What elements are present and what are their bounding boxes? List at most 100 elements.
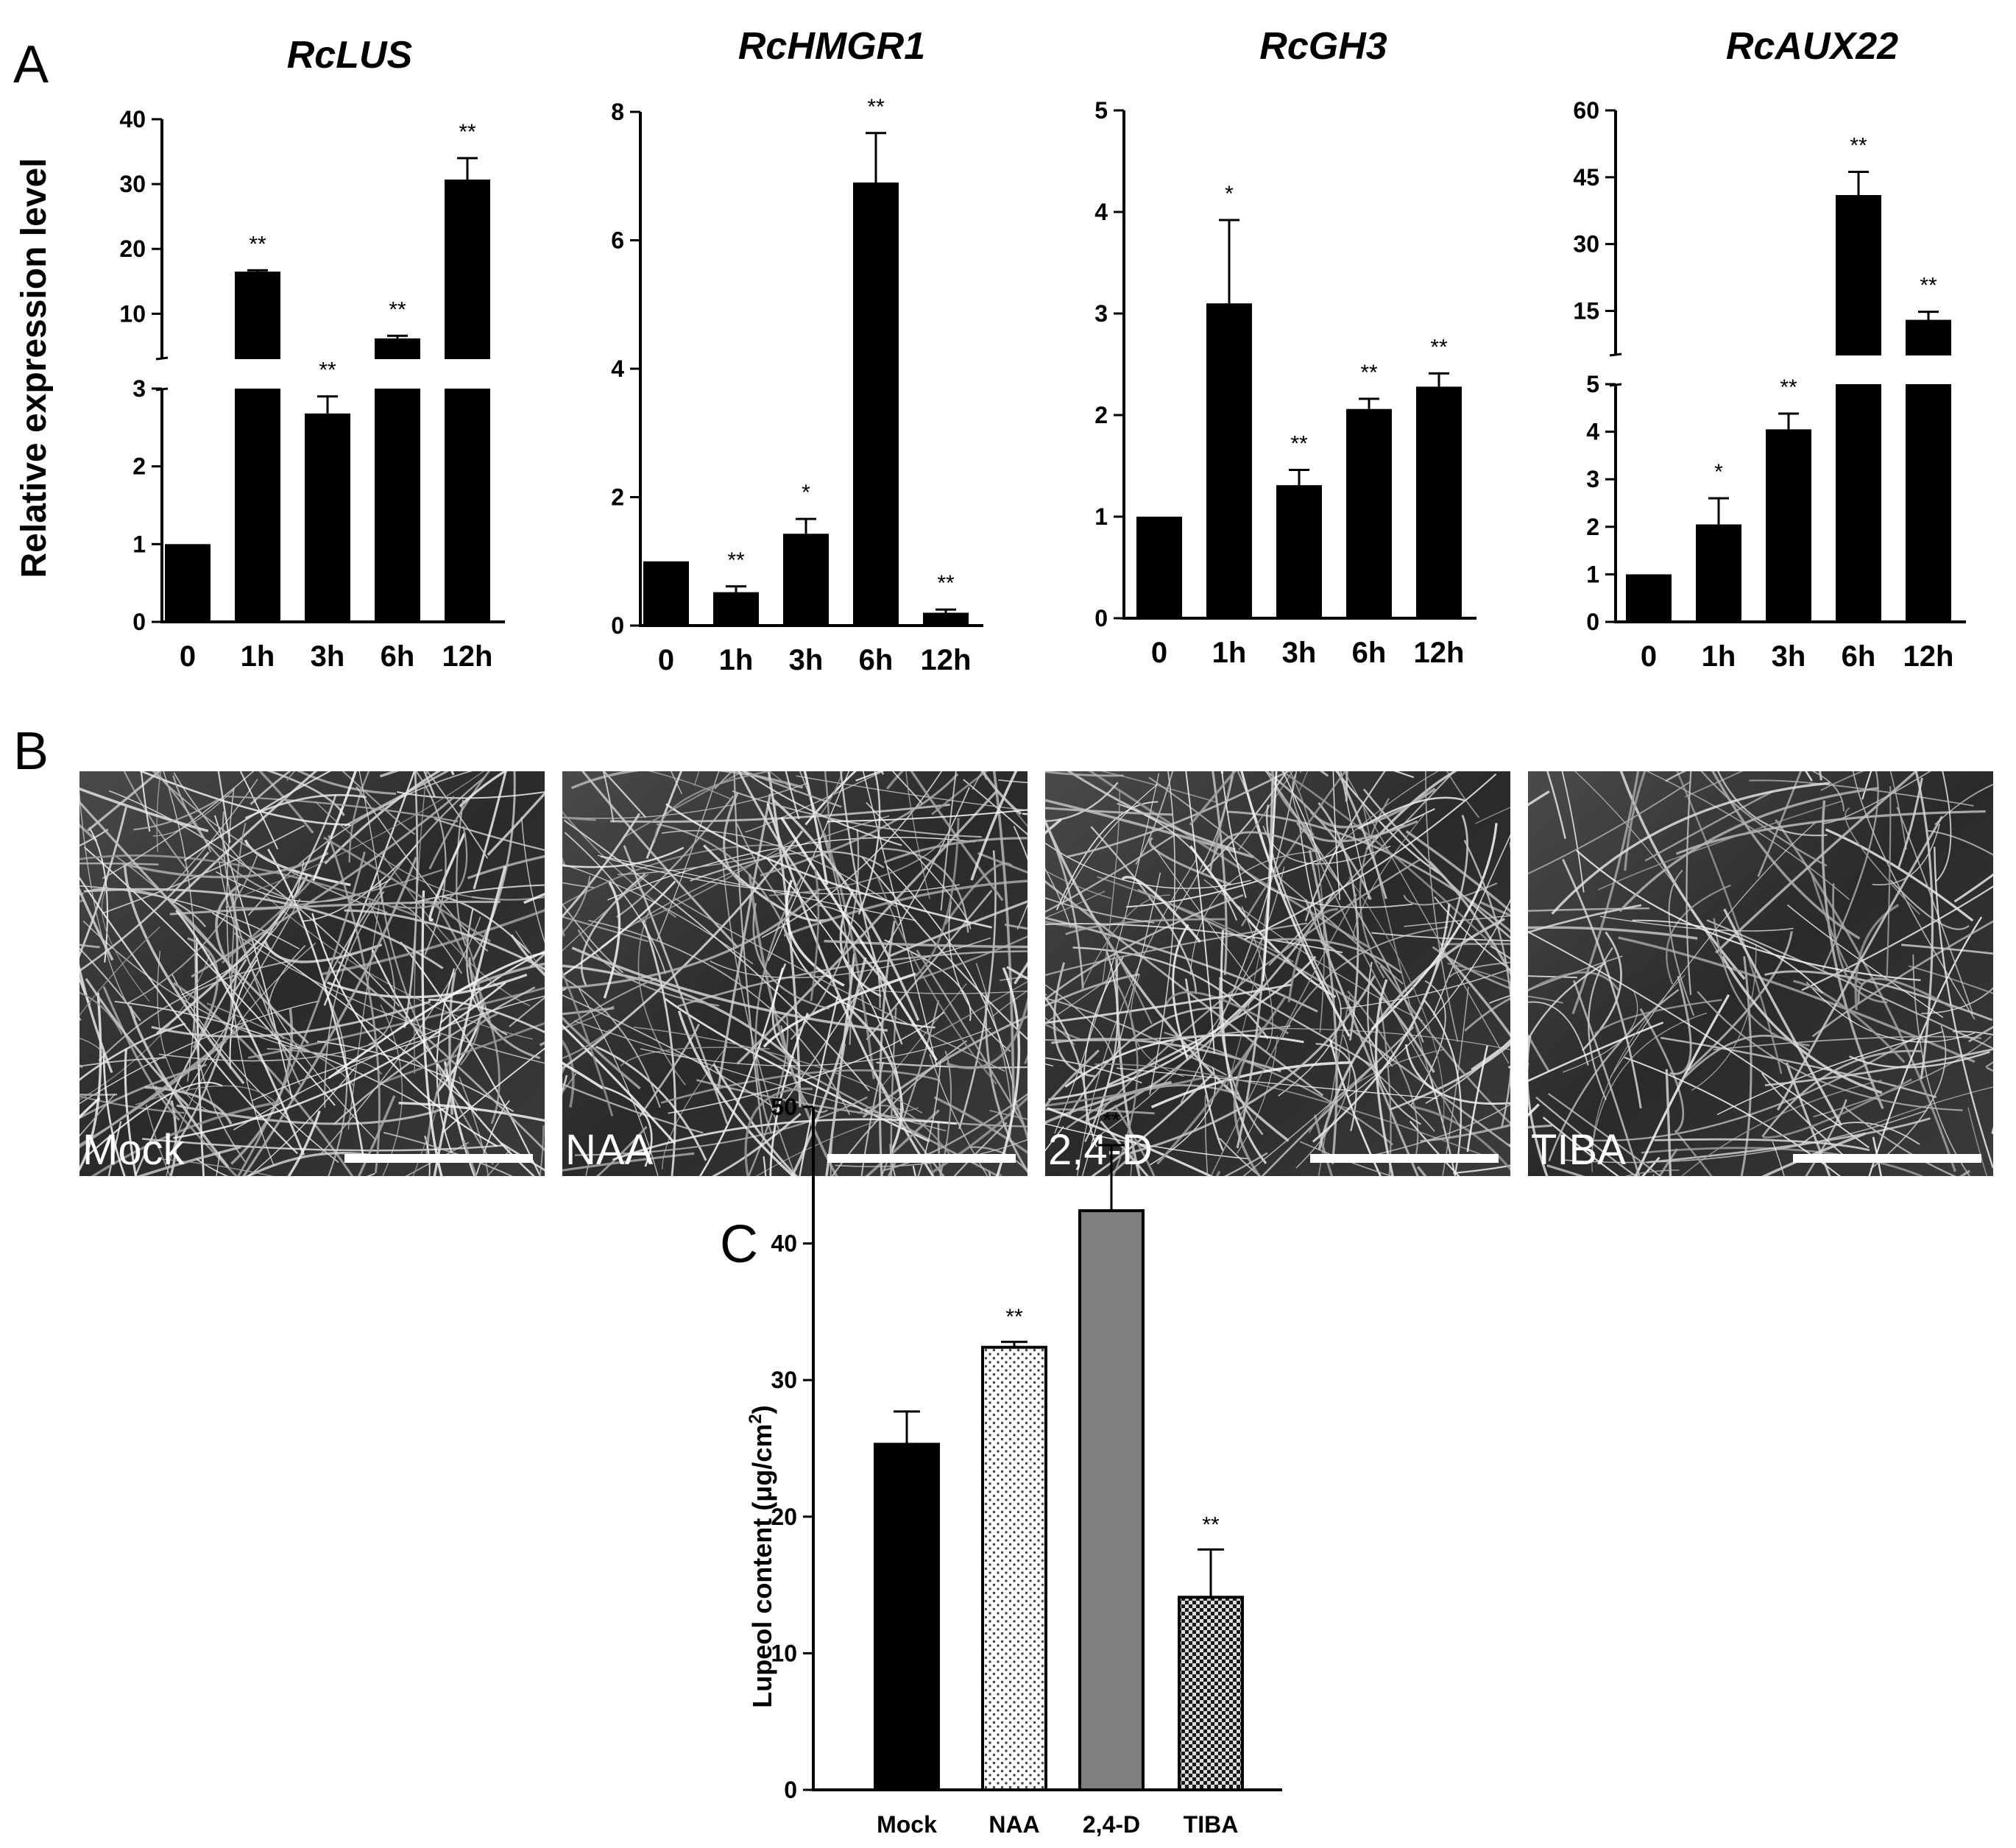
fiber-strand bbox=[642, 918, 676, 1176]
fiber-strand bbox=[1646, 771, 1850, 900]
fiber-strand bbox=[623, 771, 745, 839]
fiber-strand bbox=[1228, 810, 1510, 933]
y-tick-label: 60 bbox=[1573, 97, 1599, 124]
bar bbox=[874, 1442, 940, 1791]
fiber-strand bbox=[633, 1027, 923, 1114]
x-tick-label: NAA bbox=[988, 1811, 1039, 1838]
fiber-strand bbox=[562, 1152, 695, 1172]
fiber-strand bbox=[426, 771, 489, 859]
x-tick-label: 6h bbox=[1352, 637, 1387, 669]
fiber-strand bbox=[940, 771, 957, 911]
fiber-strand bbox=[1047, 1107, 1214, 1176]
y-tick-label: 0 bbox=[784, 1777, 797, 1803]
fiber-strand bbox=[1045, 842, 1251, 889]
fiber-strand bbox=[327, 973, 528, 999]
y-tick-label: 10 bbox=[771, 1640, 797, 1666]
bar bbox=[1206, 303, 1252, 618]
bar bbox=[923, 612, 969, 626]
bar bbox=[853, 182, 899, 626]
fiber-strand bbox=[145, 1104, 171, 1176]
fiber-strand bbox=[1889, 771, 1907, 850]
fiber-strand bbox=[913, 818, 960, 978]
fiber-strand bbox=[157, 951, 211, 1113]
x-tick-label: 12h bbox=[921, 644, 972, 676]
fiber-strand bbox=[752, 902, 830, 1010]
fiber-strand bbox=[459, 771, 508, 807]
fiber-strand bbox=[79, 992, 102, 1172]
fiber-strand bbox=[1991, 1126, 1993, 1134]
fiber-strand bbox=[1148, 776, 1404, 985]
fiber-strand bbox=[562, 1016, 641, 1090]
fiber-strand bbox=[623, 845, 729, 1125]
fiber-strand bbox=[1528, 931, 1870, 1149]
bar bbox=[1696, 524, 1741, 622]
fiber-strand bbox=[79, 963, 113, 1074]
fiber-strand bbox=[1054, 773, 1160, 1134]
fiber-strand bbox=[141, 1138, 503, 1152]
fiber-strand bbox=[433, 865, 506, 1176]
fiber-strand bbox=[1264, 1027, 1510, 1050]
fiber-strand bbox=[1573, 980, 1641, 1176]
fiber-strand bbox=[1805, 981, 1976, 1043]
fiber-strand bbox=[803, 771, 829, 885]
fiber-strand bbox=[1378, 998, 1392, 1176]
fiber-strand bbox=[428, 832, 466, 922]
fiber-strand bbox=[1336, 771, 1387, 899]
x-tick-label: 1h bbox=[719, 644, 754, 676]
fiber-strand bbox=[181, 861, 304, 996]
fiber-strand bbox=[1716, 1031, 1943, 1116]
fiber-strand bbox=[1329, 1038, 1382, 1176]
fiber-strand bbox=[1619, 787, 1879, 913]
fiber-strand bbox=[85, 978, 189, 1107]
panel-letter-a: A bbox=[13, 35, 49, 94]
panel-a-y-axis-label: Relative expression level bbox=[15, 158, 54, 578]
fiber-strand bbox=[771, 798, 920, 1022]
fiber-strand bbox=[79, 1016, 82, 1022]
fiber-strand bbox=[603, 1086, 653, 1167]
fiber-strand bbox=[1081, 872, 1161, 1176]
fiber-strand bbox=[929, 1163, 935, 1176]
fiber-strand bbox=[648, 771, 732, 800]
sem-label-naa: NAA bbox=[565, 1126, 654, 1174]
fiber-strand bbox=[1185, 771, 1215, 1054]
fiber-strand bbox=[424, 1136, 431, 1176]
fiber-strand bbox=[357, 1095, 396, 1176]
x-tick-label: 1h bbox=[241, 640, 275, 673]
fiber-strand bbox=[1820, 771, 1865, 791]
fiber-strand bbox=[1822, 771, 1931, 824]
fiber-strand bbox=[162, 1158, 274, 1176]
fiber-strand bbox=[1045, 1077, 1203, 1107]
fiber-strand bbox=[1449, 961, 1510, 978]
fiber-strand bbox=[311, 913, 498, 1147]
fiber-strand bbox=[163, 771, 197, 1082]
fiber-strand bbox=[742, 771, 902, 846]
fiber-strand bbox=[92, 888, 207, 927]
fiber-strand bbox=[1811, 920, 1993, 1038]
y-tick-label: 1 bbox=[1094, 503, 1108, 530]
fiber-strand bbox=[230, 823, 247, 1012]
fiber-strand bbox=[1173, 771, 1234, 915]
fiber-strand bbox=[79, 1057, 166, 1067]
fiber-strand bbox=[156, 771, 162, 852]
fiber-strand bbox=[1641, 1147, 1924, 1176]
fiber-strand bbox=[216, 1152, 221, 1176]
fiber-strand bbox=[1785, 1062, 1831, 1176]
fiber-strand bbox=[1658, 1148, 1678, 1176]
fiber-strand bbox=[1308, 1049, 1444, 1133]
significance-label: ** bbox=[319, 358, 336, 383]
fiber-strand bbox=[175, 909, 305, 1155]
fiber-strand bbox=[885, 771, 905, 790]
fiber-strand bbox=[785, 879, 845, 987]
fiber-strand bbox=[1045, 1057, 1142, 1084]
significance-label: ** bbox=[1103, 1108, 1120, 1133]
fiber-strand bbox=[1340, 968, 1510, 1010]
bar bbox=[1626, 574, 1672, 622]
fiber-strand bbox=[1666, 884, 1731, 985]
y-tick-label: 20 bbox=[771, 1504, 797, 1530]
fiber-strand bbox=[1209, 831, 1320, 872]
significance-label: ** bbox=[459, 120, 476, 144]
fiber-strand bbox=[1045, 868, 1072, 928]
fiber-strand bbox=[1315, 771, 1439, 866]
y-tick-label: 2 bbox=[611, 484, 624, 511]
